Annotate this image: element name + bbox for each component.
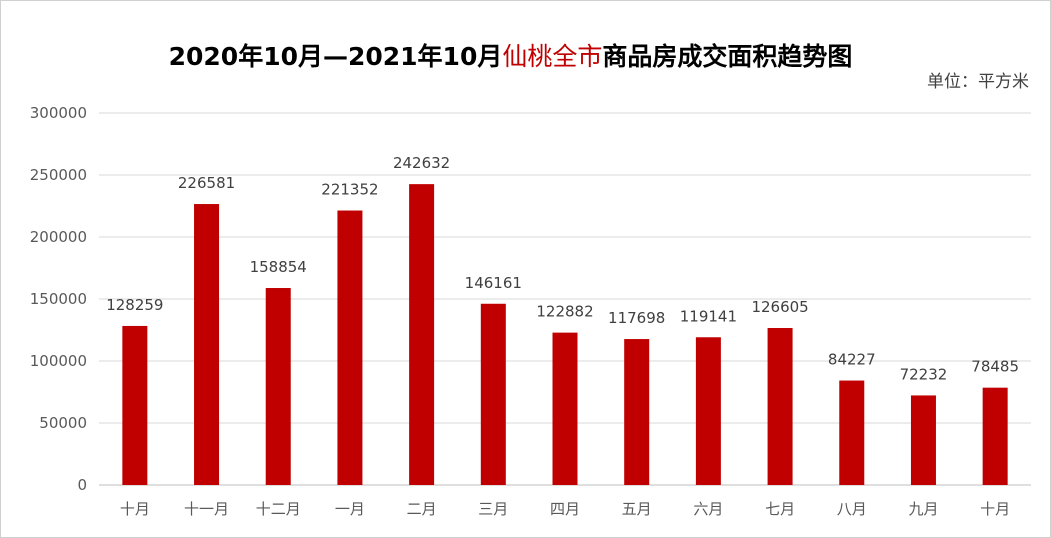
chart-title: 2020年10月—2021年10月仙桃全市商品房成交面积趋势图 (1, 37, 1020, 73)
x-tick-label: 十月 (980, 500, 1010, 518)
bar (122, 325, 148, 485)
x-tick-label: 八月 (837, 500, 867, 518)
x-tick-label: 三月 (478, 500, 508, 518)
unit-label: 单位：平方米 (927, 72, 1029, 92)
bar (337, 210, 363, 486)
bar (695, 337, 721, 485)
x-tick-label: 十二月 (256, 500, 301, 518)
x-tick-label: 二月 (407, 500, 437, 518)
bar (982, 387, 1008, 485)
x-tick-label: 五月 (622, 500, 652, 518)
x-tick-label: 十月 (120, 500, 150, 518)
title-suffix: 商品房成交面积趋势图 (602, 42, 853, 71)
bar (910, 395, 936, 485)
bar (839, 380, 865, 485)
data-label: 146161 (465, 274, 522, 292)
bar (552, 332, 578, 485)
bar (265, 288, 291, 485)
data-label: 226581 (178, 174, 235, 192)
data-label: 72232 (900, 365, 948, 383)
y-tick-label: 200000 (30, 228, 87, 246)
bar (194, 204, 220, 486)
data-label: 78485 (971, 358, 1019, 376)
y-tick-label: 100000 (30, 352, 87, 370)
data-label: 117698 (608, 309, 665, 327)
x-tick-label: 六月 (693, 500, 723, 518)
x-tick-label: 十一月 (184, 500, 229, 518)
y-tick-label: 0 (77, 476, 87, 494)
title-prefix: 2020年10月—2021年10月 (168, 42, 503, 71)
data-label: 221352 (321, 181, 378, 199)
bar (409, 184, 435, 485)
data-label: 128259 (106, 296, 163, 314)
data-label: 122882 (536, 303, 593, 321)
x-tick-label: 九月 (908, 500, 938, 518)
data-label: 126605 (751, 298, 808, 316)
bar (767, 328, 793, 485)
data-label: 119141 (680, 307, 737, 325)
y-tick-label: 300000 (30, 104, 87, 122)
x-tick-label: 四月 (550, 500, 580, 518)
data-label: 242632 (393, 154, 450, 172)
bar (624, 339, 650, 485)
data-label: 84227 (828, 351, 876, 369)
bar (480, 303, 506, 485)
data-label: 158854 (250, 258, 307, 276)
y-tick-label: 150000 (30, 290, 87, 308)
x-tick-label: 七月 (765, 500, 795, 518)
x-tick-label: 一月 (335, 500, 365, 518)
title-highlight: 仙桃全市 (502, 42, 603, 71)
y-tick-label: 50000 (39, 414, 87, 432)
y-tick-label: 250000 (30, 166, 87, 184)
